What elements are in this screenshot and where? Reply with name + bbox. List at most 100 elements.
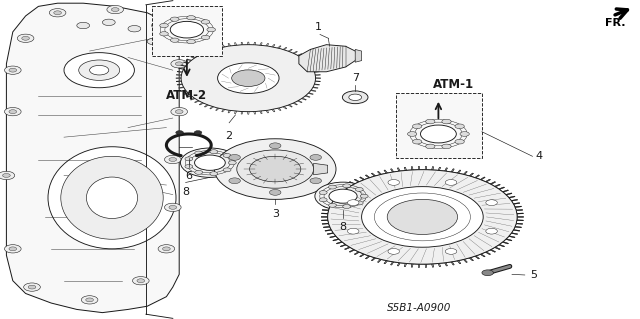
Circle shape — [388, 249, 399, 254]
Circle shape — [158, 245, 175, 253]
Circle shape — [195, 151, 203, 155]
Circle shape — [328, 170, 517, 264]
FancyBboxPatch shape — [396, 93, 482, 158]
Text: ATM-1: ATM-1 — [433, 78, 474, 91]
Polygon shape — [321, 167, 524, 267]
Circle shape — [310, 154, 321, 160]
Circle shape — [175, 62, 183, 66]
Circle shape — [229, 154, 241, 160]
Text: 6: 6 — [186, 171, 192, 181]
Circle shape — [319, 198, 327, 202]
Circle shape — [0, 171, 15, 180]
Circle shape — [413, 124, 422, 129]
Circle shape — [3, 174, 10, 177]
Circle shape — [348, 200, 359, 205]
Circle shape — [155, 14, 219, 46]
Circle shape — [170, 21, 204, 38]
Text: ATM-2: ATM-2 — [166, 89, 207, 102]
Circle shape — [176, 131, 184, 135]
Circle shape — [455, 124, 464, 129]
Circle shape — [360, 194, 368, 198]
Circle shape — [214, 139, 336, 199]
Polygon shape — [6, 3, 179, 313]
Circle shape — [185, 157, 193, 161]
Circle shape — [250, 156, 301, 182]
Circle shape — [9, 247, 17, 251]
Circle shape — [22, 36, 29, 40]
Circle shape — [187, 16, 195, 20]
Circle shape — [49, 9, 66, 17]
Circle shape — [388, 180, 399, 185]
Circle shape — [132, 277, 149, 285]
FancyBboxPatch shape — [152, 6, 222, 56]
Circle shape — [79, 60, 120, 80]
Circle shape — [170, 17, 179, 21]
Circle shape — [343, 204, 351, 209]
Circle shape — [328, 185, 337, 189]
Circle shape — [413, 139, 422, 144]
Circle shape — [169, 205, 177, 209]
Circle shape — [175, 110, 183, 114]
Circle shape — [163, 247, 170, 251]
Circle shape — [90, 65, 109, 75]
Circle shape — [348, 228, 359, 234]
Text: 2: 2 — [225, 131, 233, 141]
Circle shape — [223, 153, 231, 158]
Circle shape — [81, 296, 98, 304]
Circle shape — [455, 139, 464, 144]
Circle shape — [445, 249, 457, 254]
Circle shape — [328, 170, 517, 264]
Circle shape — [387, 199, 458, 234]
Text: 1: 1 — [315, 22, 321, 32]
Circle shape — [86, 298, 93, 302]
Circle shape — [486, 228, 497, 234]
Circle shape — [185, 165, 193, 168]
Circle shape — [442, 144, 451, 149]
Polygon shape — [314, 163, 328, 175]
Polygon shape — [355, 49, 362, 62]
Text: 5: 5 — [530, 270, 537, 280]
Circle shape — [147, 38, 160, 45]
Circle shape — [160, 32, 168, 36]
Text: 8: 8 — [339, 222, 347, 232]
Circle shape — [329, 189, 357, 203]
Circle shape — [187, 40, 195, 44]
Circle shape — [207, 27, 216, 32]
Circle shape — [164, 203, 181, 211]
Circle shape — [355, 188, 363, 191]
Circle shape — [9, 68, 17, 72]
Ellipse shape — [86, 177, 138, 219]
Circle shape — [169, 158, 177, 161]
Circle shape — [164, 155, 181, 164]
Circle shape — [137, 279, 145, 283]
Circle shape — [355, 201, 363, 205]
Circle shape — [24, 283, 40, 291]
Circle shape — [64, 53, 134, 88]
Circle shape — [171, 60, 188, 68]
Circle shape — [195, 170, 203, 174]
Circle shape — [160, 23, 168, 28]
Circle shape — [310, 178, 321, 184]
Circle shape — [4, 245, 21, 253]
Ellipse shape — [48, 147, 176, 249]
Circle shape — [228, 161, 236, 165]
Circle shape — [426, 144, 435, 149]
Circle shape — [218, 63, 279, 93]
Circle shape — [210, 172, 218, 176]
Text: 4: 4 — [536, 151, 543, 161]
Circle shape — [201, 20, 210, 24]
Text: 7: 7 — [351, 73, 359, 83]
Circle shape — [420, 125, 456, 143]
Text: 8: 8 — [182, 187, 189, 197]
Ellipse shape — [61, 156, 163, 239]
Circle shape — [223, 168, 231, 172]
Circle shape — [328, 203, 337, 207]
Circle shape — [9, 110, 17, 114]
Circle shape — [194, 131, 202, 135]
Circle shape — [28, 285, 36, 289]
Circle shape — [128, 26, 141, 32]
Circle shape — [102, 19, 115, 26]
Circle shape — [232, 70, 265, 86]
Circle shape — [4, 108, 21, 116]
Circle shape — [404, 117, 473, 151]
